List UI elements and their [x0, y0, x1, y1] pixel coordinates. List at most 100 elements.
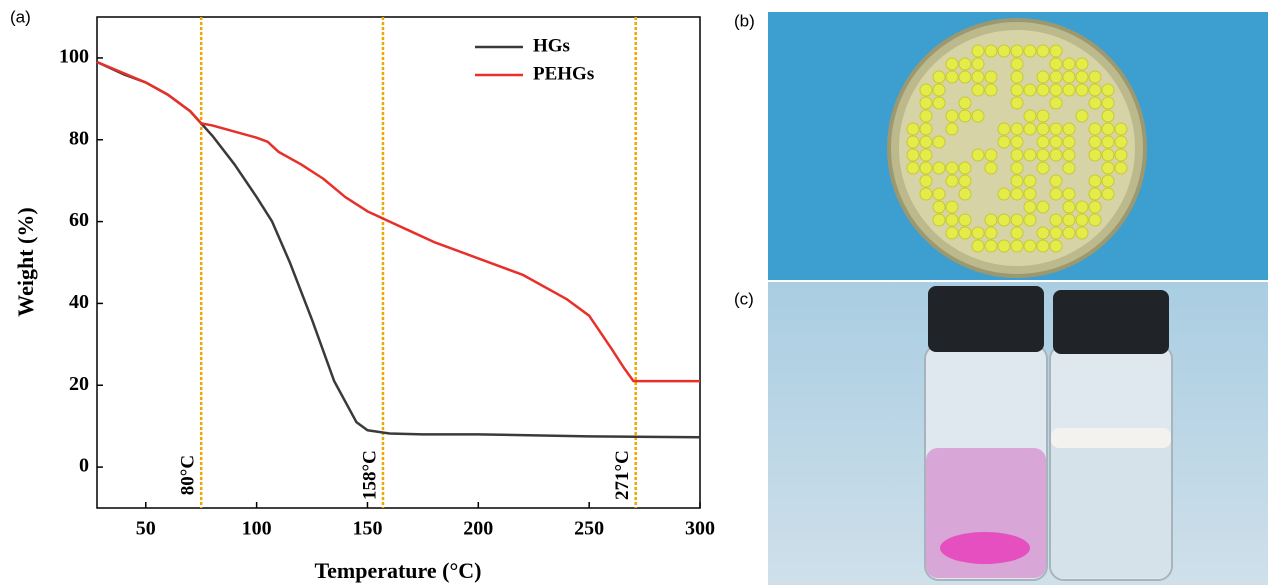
bead [1024, 175, 1036, 187]
x-tick-label: 250 [574, 518, 604, 540]
bead [1011, 136, 1023, 148]
bead [1076, 71, 1088, 83]
bead [1102, 136, 1114, 148]
bead [1011, 45, 1023, 57]
bead [946, 201, 958, 213]
y-axis-label: Weight (%) [13, 207, 38, 316]
bead [1011, 149, 1023, 161]
bead [946, 110, 958, 122]
bead [972, 84, 984, 96]
bead [946, 162, 958, 174]
bead [1102, 175, 1114, 187]
bead [972, 240, 984, 252]
bead [1050, 84, 1062, 96]
bead [1102, 110, 1114, 122]
bead [1063, 201, 1075, 213]
bead [972, 227, 984, 239]
bead [1037, 71, 1049, 83]
bead [1076, 201, 1088, 213]
x-tick-label: 300 [685, 518, 715, 540]
y-tick-label: 20 [69, 373, 89, 395]
bead [972, 45, 984, 57]
bead [1037, 110, 1049, 122]
bead [1011, 227, 1023, 239]
bead [1050, 45, 1062, 57]
legend-label: HGs [533, 35, 570, 56]
bead [1011, 71, 1023, 83]
bead [1050, 188, 1062, 200]
bead [1024, 149, 1036, 161]
data-line [97, 62, 700, 381]
bead [998, 240, 1010, 252]
bead [1063, 136, 1075, 148]
bead [1102, 123, 1114, 135]
bead [1063, 149, 1075, 161]
bead [1024, 214, 1036, 226]
bead [1089, 71, 1101, 83]
bead [1089, 149, 1101, 161]
bead [1076, 58, 1088, 70]
bead [920, 162, 932, 174]
bead [1050, 175, 1062, 187]
bead [959, 162, 971, 174]
bead [1050, 227, 1062, 239]
bead [1076, 227, 1088, 239]
bead [1050, 214, 1062, 226]
bead [1063, 71, 1075, 83]
bead [1037, 227, 1049, 239]
bead [1115, 149, 1127, 161]
bead [946, 123, 958, 135]
y-tick-label: 40 [69, 291, 89, 313]
reference-label: 271°C [612, 450, 633, 500]
bead [920, 97, 932, 109]
photo-b [768, 12, 1268, 280]
bead [1050, 240, 1062, 252]
bead [1037, 84, 1049, 96]
bead [920, 149, 932, 161]
y-tick-label: 100 [59, 46, 89, 68]
bead [959, 227, 971, 239]
photo-c [768, 282, 1268, 585]
bead [907, 123, 919, 135]
bead [985, 71, 997, 83]
bead [1024, 188, 1036, 200]
bead [1037, 162, 1049, 174]
bead [1037, 149, 1049, 161]
bead [998, 136, 1010, 148]
bead [1011, 162, 1023, 174]
bead [959, 188, 971, 200]
bead [1089, 175, 1101, 187]
bead [1076, 214, 1088, 226]
bead [1050, 58, 1062, 70]
bead [972, 58, 984, 70]
bead [946, 71, 958, 83]
bead [985, 227, 997, 239]
bead [1076, 110, 1088, 122]
bead [1024, 110, 1036, 122]
bead [985, 214, 997, 226]
bead [920, 175, 932, 187]
bead [1011, 188, 1023, 200]
bead [998, 123, 1010, 135]
bead [933, 201, 945, 213]
bead [1011, 240, 1023, 252]
bead [959, 214, 971, 226]
bead [1076, 84, 1088, 96]
reference-label: 80°C [178, 455, 199, 495]
bead [998, 45, 1010, 57]
bead [972, 110, 984, 122]
bead [1063, 188, 1075, 200]
bead [1050, 123, 1062, 135]
bead [1050, 136, 1062, 148]
bead [1037, 136, 1049, 148]
bead [1011, 97, 1023, 109]
bead [1102, 149, 1114, 161]
bead [1115, 136, 1127, 148]
bead [998, 214, 1010, 226]
bead [920, 123, 932, 135]
bead [1115, 123, 1127, 135]
bead [1089, 84, 1101, 96]
bead [1063, 162, 1075, 174]
bead [946, 214, 958, 226]
data-line [97, 62, 700, 437]
